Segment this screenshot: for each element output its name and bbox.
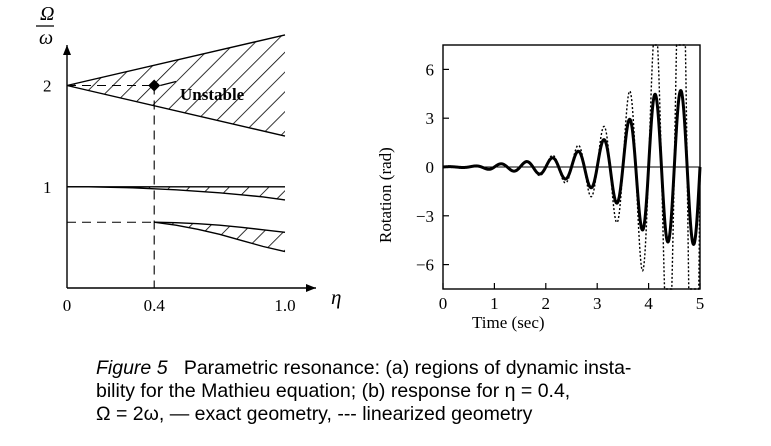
x-tick-label: 0	[439, 294, 448, 313]
x-tick-label: 0	[63, 296, 72, 315]
caption-line-1: Figure 5 Parametric resonance: (a) regio…	[96, 357, 768, 380]
x-tick-label: 5	[696, 294, 705, 313]
tick-labels: 0 0.4 1.0 1 2	[43, 77, 296, 316]
x-tick-label: 3	[593, 294, 602, 313]
figure-caption: Figure 5 Parametric resonance: (a) regio…	[96, 357, 768, 426]
series-exact-geometry	[442, 88, 702, 246]
instability-region-3-fill	[154, 222, 285, 252]
instability-region-3-lower-boundary	[154, 221, 286, 253]
x-axis-label: Time (sec)	[472, 313, 545, 332]
y-tick-label: 2	[43, 77, 52, 96]
annotation-leader-line	[160, 80, 177, 87]
y-tick-label: −3	[416, 207, 434, 226]
figure: Ω ω 0 0.4 1.0 1 2 Unstable η 0 1 2 3 4 5 −6 −3 0 3 6 T…	[36, 3, 704, 332]
tick-labels: 0 1 2 3 4 5 −6 −3 0 3 6	[416, 60, 704, 313]
axes	[63, 45, 316, 292]
instability-region-1-upper-boundary	[66, 34, 286, 87]
unstable-annotation: Unstable	[180, 85, 245, 104]
instability-region-1-fill	[67, 34, 285, 137]
operating-point-marker	[148, 79, 161, 92]
y-label-denominator: ω	[39, 27, 53, 49]
caption-line-2: bility for the Mathieu equation; (b) res…	[96, 380, 571, 402]
x-tick-label: 4	[644, 294, 653, 313]
x-tick-label: 1.0	[274, 296, 295, 315]
y-tick-label: 3	[426, 109, 435, 128]
y-tick-label: 1	[43, 178, 52, 197]
stability-diagram: Ω ω 0 0.4 1.0 1 2 Unstable η	[36, 3, 341, 315]
instability-region-2-lower-boundary	[67, 186, 286, 201]
y-tick-label: 0	[426, 158, 435, 177]
x-tick-label: 1	[490, 294, 499, 313]
y-tick-label: 6	[426, 60, 435, 79]
x-tick-label: 0.4	[144, 296, 166, 315]
instability-regions	[66, 34, 286, 288]
caption-text-1: Parametric resonance: (a) regions of dyn…	[183, 357, 632, 379]
instability-region-1-lower-boundary	[66, 84, 286, 137]
y-axis-arrow	[63, 45, 71, 55]
caption-line-3: Ω = 2ω, — exact geometry, --- linearized…	[96, 403, 533, 425]
instability-region-3-upper-boundary	[154, 221, 286, 233]
response-plot: 0 1 2 3 4 5 −6 −3 0 3 6 Time (sec) Rotation (rad)	[376, 44, 704, 332]
x-axis-arrow	[306, 284, 316, 292]
y-tick-label: −6	[416, 256, 434, 275]
instability-region-2-fill	[67, 186, 285, 200]
y-axis-label: Rotation (rad)	[376, 147, 395, 243]
x-axis-label: η	[331, 285, 341, 309]
y-label-numerator: Ω	[40, 3, 54, 25]
x-tick-label: 2	[542, 294, 551, 313]
caption-label: Figure 5	[96, 357, 168, 379]
